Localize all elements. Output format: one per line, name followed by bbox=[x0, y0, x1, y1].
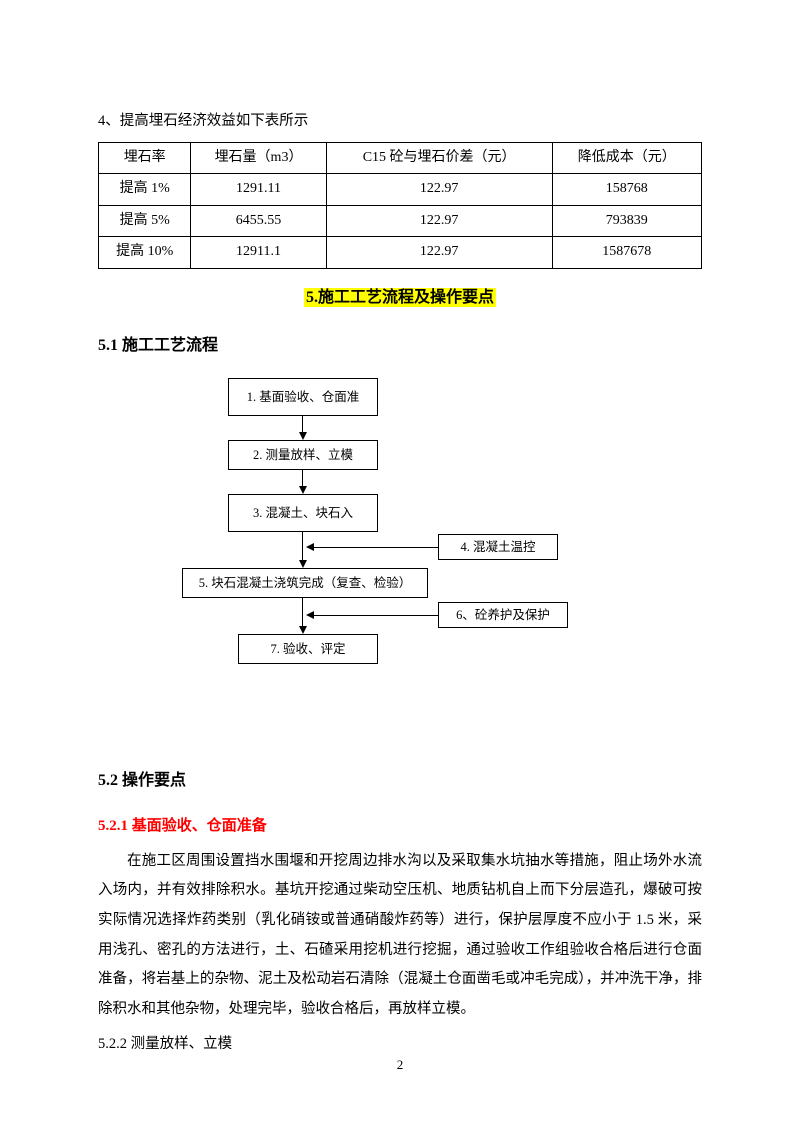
table-header-row: 埋石率 埋石量（m3） C15 砼与埋石价差（元） 降低成本（元） bbox=[99, 142, 702, 174]
benefit-table: 埋石率 埋石量（m3） C15 砼与埋石价差（元） 降低成本（元） 提高 1% … bbox=[98, 142, 702, 269]
cell: 158768 bbox=[552, 174, 701, 206]
flow-box-3: 3. 混凝土、块石入 bbox=[228, 494, 378, 532]
process-flowchart: 1. 基面验收、仓面准 2. 测量放样、立模 3. 混凝土、块石入 4. 混凝土… bbox=[182, 378, 622, 748]
cell: 122.97 bbox=[326, 237, 552, 269]
col-header: C15 砼与埋石价差（元） bbox=[326, 142, 552, 174]
flow-box-5: 5. 块石混凝土浇筑完成（复查、检验） bbox=[182, 568, 428, 598]
flow-box-2: 2. 测量放样、立模 bbox=[228, 440, 378, 470]
cell: 793839 bbox=[552, 205, 701, 237]
table-row: 提高 10% 12911.1 122.97 1587678 bbox=[99, 237, 702, 269]
section-5-title: 5.施工工艺流程及操作要点 bbox=[98, 283, 702, 313]
cell: 12911.1 bbox=[191, 237, 326, 269]
arrow-left-icon bbox=[306, 543, 314, 551]
page-number: 2 bbox=[0, 1053, 800, 1078]
cell: 1291.11 bbox=[191, 174, 326, 206]
flow-arrow bbox=[302, 532, 303, 562]
cell: 提高 10% bbox=[99, 237, 191, 269]
arrow-down-icon bbox=[299, 560, 307, 568]
flow-box-4: 4. 混凝土温控 bbox=[438, 534, 558, 560]
cell: 1587678 bbox=[552, 237, 701, 269]
flow-arrow bbox=[313, 615, 438, 616]
section-5-2-1-title: 5.2.1 基面验收、仓面准备 bbox=[98, 812, 702, 841]
arrow-down-icon bbox=[299, 432, 307, 440]
section-5-title-text: 5.施工工艺流程及操作要点 bbox=[304, 288, 496, 307]
flow-box-7: 7. 验收、评定 bbox=[238, 634, 378, 664]
table-row: 提高 1% 1291.11 122.97 158768 bbox=[99, 174, 702, 206]
cell: 122.97 bbox=[326, 174, 552, 206]
body-5-2-1: 在施工区周围设置挡水围堰和开挖周边排水沟以及采取集水坑抽水等措施，阻止场外水流入… bbox=[98, 847, 702, 1025]
col-header: 埋石量（m3） bbox=[191, 142, 326, 174]
table-row: 提高 5% 6455.55 122.97 793839 bbox=[99, 205, 702, 237]
flow-box-1: 1. 基面验收、仓面准 bbox=[228, 378, 378, 416]
intro-text: 4、提高埋石经济效益如下表所示 bbox=[98, 108, 702, 136]
flow-arrow bbox=[313, 547, 438, 548]
col-header: 埋石率 bbox=[99, 142, 191, 174]
arrow-down-icon bbox=[299, 486, 307, 494]
cell: 提高 1% bbox=[99, 174, 191, 206]
arrow-down-icon bbox=[299, 626, 307, 634]
flow-arrow bbox=[302, 598, 303, 628]
cell: 6455.55 bbox=[191, 205, 326, 237]
arrow-left-icon bbox=[306, 611, 314, 619]
section-5-2-title: 5.2 操作要点 bbox=[98, 766, 702, 796]
cell: 122.97 bbox=[326, 205, 552, 237]
flow-box-6: 6、砼养护及保护 bbox=[438, 602, 568, 628]
cell: 提高 5% bbox=[99, 205, 191, 237]
section-5-1-title: 5.1 施工工艺流程 bbox=[98, 331, 702, 361]
col-header: 降低成本（元） bbox=[552, 142, 701, 174]
